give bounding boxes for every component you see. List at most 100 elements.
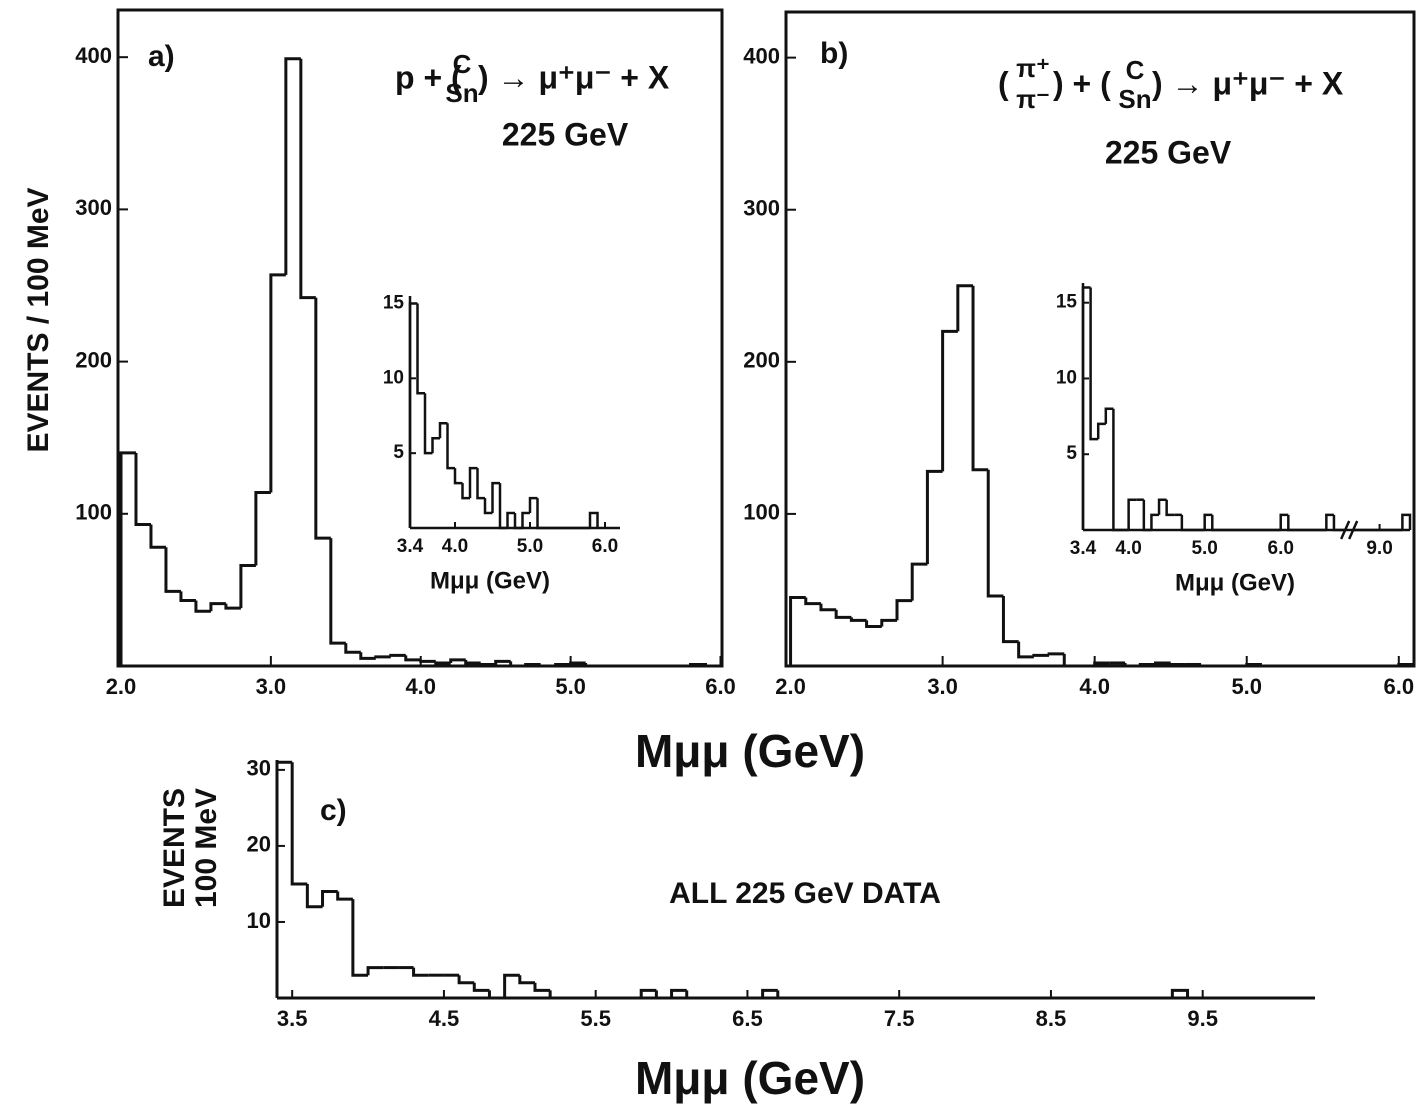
- x-tick-label: 6.0: [1268, 538, 1294, 559]
- reaction-text: π⁻: [1016, 84, 1050, 114]
- histogram-bin: [1169, 662, 1186, 666]
- y-tick-label: 15: [383, 292, 405, 313]
- histogram-bin: [254, 490, 271, 566]
- reaction-text: C: [453, 49, 472, 79]
- x-tick-label: 3.4: [1070, 538, 1097, 559]
- histogram-bin: [487, 990, 505, 1000]
- y-tick-label: 5: [1066, 443, 1077, 464]
- histogram-bin: [434, 661, 451, 665]
- x-axis-label: Mμμ (GeV): [430, 567, 550, 594]
- histogram-bin: [834, 609, 852, 619]
- histogram-bin: [1032, 653, 1050, 657]
- histogram-bin: [290, 762, 308, 886]
- y-tick-label: 300: [743, 196, 780, 221]
- x-tick-label: 6.0: [592, 536, 618, 557]
- y-tick-label: 10: [1056, 367, 1077, 388]
- histogram-bin: [284, 57, 301, 275]
- x-tick-label: 7.5: [884, 1006, 915, 1031]
- x-axis-label: Mμμ (GeV): [1175, 569, 1295, 596]
- x-tick-label: 6.0: [1383, 674, 1414, 699]
- histogram-bin: [194, 600, 211, 613]
- histogram-bin: [464, 659, 481, 665]
- histogram-bin: [1180, 514, 1205, 532]
- histogram-bin: [1123, 662, 1141, 668]
- histogram-bin: [498, 483, 508, 530]
- histogram-bin: [438, 421, 448, 439]
- histogram-bin: [971, 285, 989, 472]
- histogram-bin: [351, 899, 369, 977]
- histogram-bin: [449, 658, 466, 663]
- histogram-bin: [539, 664, 556, 668]
- reaction-text: Sn: [1118, 84, 1151, 114]
- histogram-bin: [1001, 596, 1019, 644]
- histogram-bin: [374, 655, 391, 659]
- histogram-bin: [344, 643, 361, 654]
- x-tick-label: 5.0: [517, 536, 543, 557]
- histogram-bin: [336, 891, 353, 901]
- histogram-bin: [476, 468, 485, 500]
- y-tick-label: 15: [1056, 292, 1078, 313]
- y-tick-label: 200: [75, 347, 112, 372]
- x-tick-label: 5.0: [1191, 538, 1217, 559]
- reaction-text: p + (: [395, 59, 462, 95]
- histogram-bin: [1401, 513, 1412, 530]
- histogram-bin: [789, 596, 806, 666]
- histogram-bin: [423, 393, 433, 455]
- y-tick-label: 100: [743, 500, 780, 525]
- histogram-bin: [689, 662, 708, 666]
- histogram-bin: [119, 451, 136, 666]
- x-tick-label: 3.0: [256, 674, 287, 699]
- histogram-bin: [1332, 514, 1403, 532]
- histogram-bin: [895, 599, 913, 621]
- histogram-bin: [941, 329, 958, 472]
- x-tick-label: 9.5: [1187, 1006, 1218, 1031]
- plot-frame: [784, 10, 1416, 668]
- reaction-text: Sn: [445, 78, 478, 108]
- histogram-bin: [569, 661, 586, 665]
- histogram-bin: [164, 547, 181, 593]
- histogram-bin: [509, 661, 526, 668]
- histogram-bin: [275, 760, 293, 998]
- histogram-bin: [209, 602, 226, 612]
- histogram-bin: [1142, 499, 1152, 532]
- reaction-text: ) + (: [1053, 65, 1111, 101]
- x-tick-label: 2.0: [106, 674, 137, 699]
- histogram-bin: [584, 662, 691, 668]
- histogram-bin: [1199, 664, 1247, 668]
- histogram-bin: [1165, 499, 1175, 517]
- x-tick-label: 4.0: [1079, 674, 1110, 699]
- histogram-bin: [483, 498, 493, 515]
- histogram-bin: [986, 469, 1004, 598]
- x-tick-label: 4.0: [442, 536, 468, 557]
- histogram-bin: [239, 564, 256, 609]
- x-tick-label: 9.0: [1366, 538, 1392, 559]
- reaction-text: ) → μ⁺μ⁻ + X: [478, 59, 670, 95]
- histogram-bin: [1170, 988, 1190, 998]
- histogram-bin: [819, 603, 837, 612]
- histogram-bin: [1211, 514, 1281, 532]
- histogram-bin: [329, 538, 346, 645]
- histogram-bin: [461, 483, 470, 500]
- plot-frame: [116, 8, 724, 668]
- histogram-bin: [1017, 641, 1034, 659]
- x-tick-label: 6.5: [732, 1006, 763, 1031]
- y-tick-label: 30: [247, 756, 271, 781]
- x-tick-label: 8.5: [1036, 1006, 1067, 1031]
- x-tick-label: 5.5: [580, 1006, 611, 1031]
- histogram-bin: [314, 297, 331, 540]
- histogram-bin: [1203, 513, 1213, 530]
- histogram-bin: [761, 988, 778, 998]
- histogram-bin: [494, 659, 511, 665]
- y-tick-label: 20: [247, 832, 271, 857]
- y-axis-label: EVENTS / 100 MeV: [22, 187, 55, 452]
- histogram-bin: [548, 990, 642, 1000]
- x-axis-label: Mμμ (GeV): [635, 1052, 865, 1104]
- histogram-bin: [134, 452, 151, 526]
- energy-label: 225 GeV: [502, 116, 629, 152]
- annotation: ALL 225 GeV DATA: [669, 877, 941, 910]
- histogram-bin: [639, 988, 657, 998]
- histogram-bin: [305, 883, 323, 909]
- histogram-bin: [1096, 422, 1106, 440]
- histogram-bin: [419, 659, 436, 663]
